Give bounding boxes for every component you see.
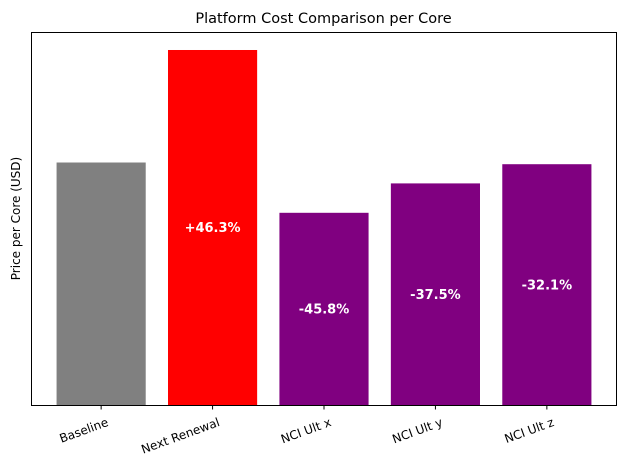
x-tick-label: Next Renewal [139, 415, 221, 456]
x-tick-label: NCI Ult y [390, 415, 444, 446]
x-tick-label: Baseline [58, 415, 111, 446]
data-label: +46.3% [185, 221, 241, 236]
x-tick-label: NCI Ult x [279, 415, 333, 446]
data-label: -32.1% [522, 278, 573, 293]
chart-title: Platform Cost Comparison per Core [195, 11, 451, 27]
bar-nci-ult-z [502, 164, 592, 406]
data-label: -45.8% [299, 303, 350, 318]
y-axis-label: Price per Core (USD) [9, 157, 23, 280]
bar-nci-ult-x [279, 212, 369, 406]
data-label: -37.5% [410, 288, 461, 303]
bar-next-renewal [168, 49, 258, 406]
bar-baseline [56, 162, 146, 406]
x-tick-label: NCI Ult z [503, 415, 556, 446]
bar-nci-ult-y [390, 183, 480, 406]
plot-frame [31, 32, 617, 406]
